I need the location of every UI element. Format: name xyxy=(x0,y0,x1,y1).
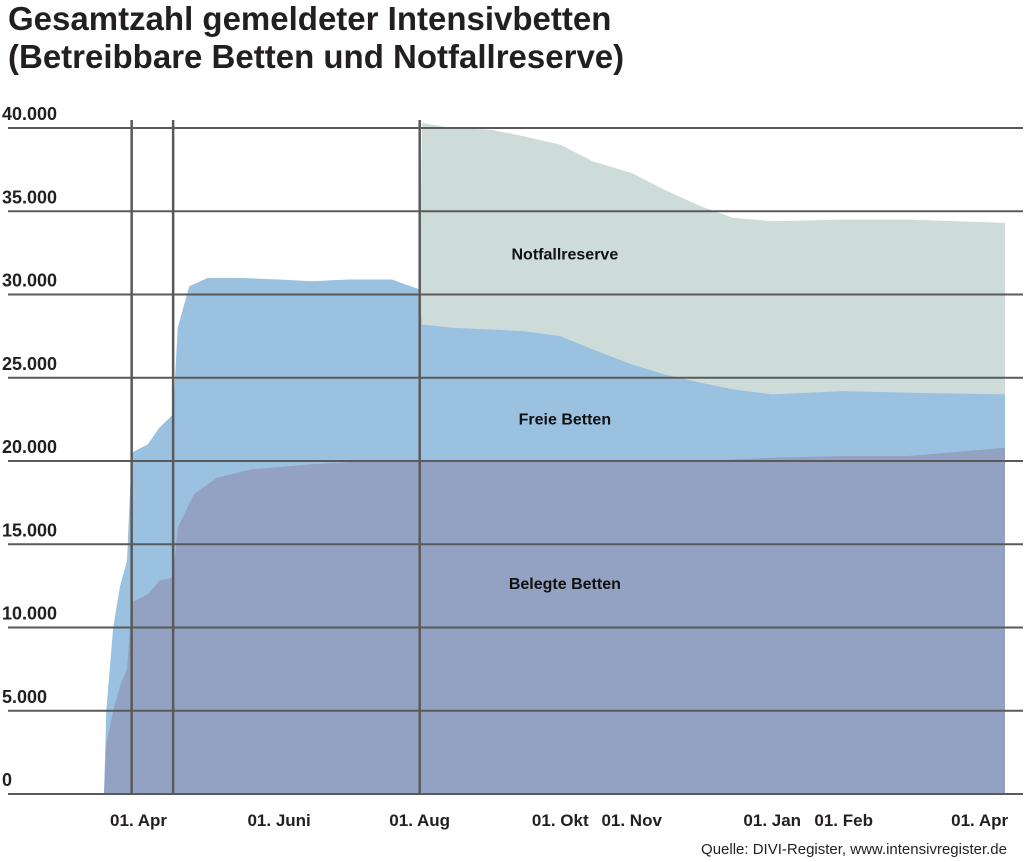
area-layer xyxy=(104,123,1005,794)
x-tick-label: 01. Apr xyxy=(110,811,167,830)
x-tick-label: 01. Okt xyxy=(532,811,589,830)
y-tick-label: 30.000 xyxy=(2,271,57,291)
title-line-2: (Betreibbare Betten und Notfallreserve) xyxy=(8,38,625,75)
series-label-freie-betten: Freie Betten xyxy=(519,411,611,428)
source-note: Quelle: DIVI-Register, www.intensivregis… xyxy=(701,841,1007,858)
x-tick-label: 01. Feb xyxy=(814,811,873,830)
x-tick-label: 01. Nov xyxy=(601,811,662,830)
y-tick-label: 0 xyxy=(2,770,12,790)
y-tick-label: 20.000 xyxy=(2,437,57,457)
y-tick-label: 40.000 xyxy=(2,104,57,124)
y-tick-label: 15.000 xyxy=(2,520,57,540)
y-tick-label: 35.000 xyxy=(2,187,57,207)
area-belegte-betten xyxy=(104,447,1005,794)
y-tick-label: 25.000 xyxy=(2,354,57,374)
chart-title: Gesamtzahl gemeldeter Intensivbetten (Be… xyxy=(8,0,624,76)
grid-layer xyxy=(8,127,1023,795)
x-tick-label: 01. Apr xyxy=(951,811,1008,830)
label-layer: 0 5.000 10.000 15.000 20.000 25.000 30.000 35.0… xyxy=(2,104,1009,830)
series-label-belegte-betten: Belegte Betten xyxy=(509,576,621,593)
y-tick-label: 5.000 xyxy=(2,687,47,707)
vertical-line-layer xyxy=(130,120,421,794)
x-tick-label: 01. Aug xyxy=(389,811,450,830)
y-tick-label: 10.000 xyxy=(2,604,57,624)
x-tick-label: 01. Juni xyxy=(247,811,310,830)
x-tick-label: 01. Jan xyxy=(743,811,801,830)
title-line-1: Gesamtzahl gemeldeter Intensivbetten xyxy=(8,0,612,37)
series-label-notfallreserve: Notfallreserve xyxy=(512,247,619,264)
